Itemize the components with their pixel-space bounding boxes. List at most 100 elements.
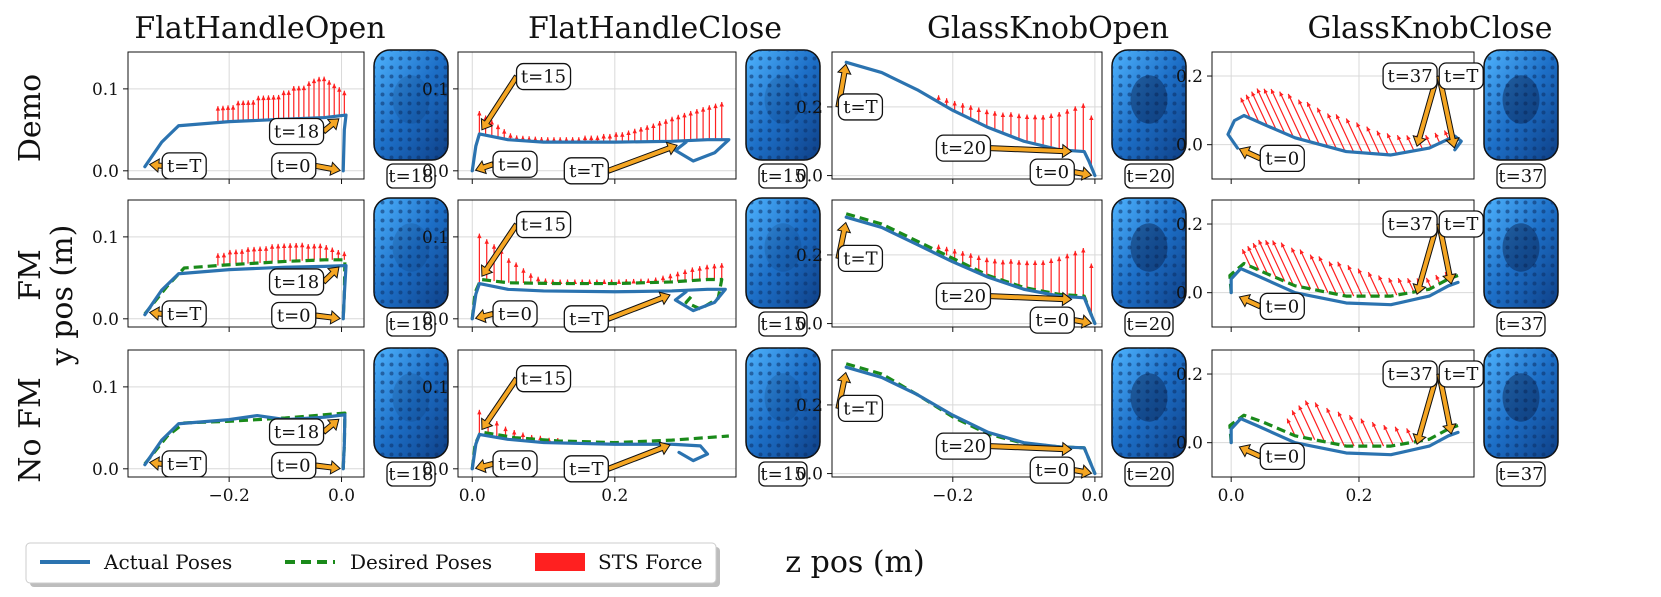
panel-frame: [1211, 51, 1475, 180]
force-arrow-head: [1291, 247, 1296, 253]
annotation-arrow: [606, 291, 671, 322]
force-arrow-head: [651, 123, 656, 129]
annotation-box: [161, 152, 207, 180]
row-label-demo: Demo: [13, 74, 48, 162]
force-arrow: [1265, 239, 1286, 282]
force-arrow-head: [1366, 126, 1371, 132]
annotation-box: [515, 62, 572, 91]
tactile-time-label: t=15: [760, 464, 805, 485]
force-arrow-head: [311, 78, 317, 84]
tactile-image: [1483, 347, 1559, 459]
force-arrow-head: [1347, 265, 1352, 271]
y-tick-label: 0.0: [422, 460, 449, 480]
force-arrow: [1335, 114, 1355, 153]
annotation-arrow: [1238, 294, 1262, 310]
force-arrow-head: [1329, 261, 1333, 267]
annotation-label: t=T: [569, 309, 603, 330]
force-arrow-head: [589, 135, 594, 141]
tactile-image-dots: [746, 198, 820, 308]
annotation-label: t=T: [1444, 214, 1478, 235]
panel-title-glassknobopen: GlassKnobOpen: [927, 11, 1169, 46]
force-arrow-head: [1016, 260, 1022, 265]
annotation-label: t=37: [1387, 66, 1432, 87]
force-arrow-head: [1435, 274, 1440, 280]
force-arrow-head: [1057, 112, 1062, 117]
force-arrow-head: [506, 258, 511, 263]
annotation-box: [492, 300, 538, 328]
force-arrow-head: [1337, 261, 1342, 267]
force-arrow-head: [719, 263, 724, 268]
annotation-box: [271, 451, 317, 480]
force-arrow-head: [512, 430, 517, 435]
force-arrow-head: [221, 252, 227, 258]
y-tick-label: 0.2: [1176, 215, 1203, 235]
force-arrow-head: [1240, 97, 1245, 103]
force-arrow-head: [626, 130, 631, 135]
panel-frame: [831, 349, 1103, 478]
annotation-arrow-shape: [474, 160, 495, 175]
force-arrow-head: [1372, 422, 1377, 428]
actual-pose-line: [143, 413, 347, 471]
annotation-box: [161, 450, 207, 478]
force-arrow-head: [1270, 89, 1275, 95]
force-arrow-head: [668, 273, 673, 279]
force-arrow-head: [513, 262, 519, 267]
annotation-arrow-shape: [480, 74, 520, 131]
force-arrow: [1299, 249, 1320, 291]
force-arrow-head: [491, 244, 497, 249]
force-arrow-head: [1040, 115, 1046, 120]
force-arrow-head: [269, 244, 275, 249]
panel-frame: [127, 51, 365, 180]
desired-pose-line: [845, 212, 1097, 325]
y-tick-label: 0.0: [92, 310, 119, 330]
annotation-label: t=T: [167, 304, 201, 325]
force-arrow: [1298, 405, 1316, 441]
panel-title-glassknobclose: GlassKnobClose: [1308, 11, 1553, 46]
force-arrow-head: [477, 409, 482, 415]
annotation-arrow: [606, 441, 671, 472]
force-arrow-head: [275, 243, 281, 249]
annotation-arrow-shape: [314, 309, 341, 325]
y-tick-label: 0.1: [422, 378, 449, 398]
panel-frame: [1211, 349, 1475, 478]
force-arrow-head: [582, 135, 588, 141]
row-label-fm: FM: [13, 249, 48, 301]
force-arrow-head: [660, 275, 666, 281]
annotation-arrow: [314, 161, 341, 177]
annotation-box: [492, 450, 538, 478]
y-tick-label: 0.1: [92, 228, 119, 248]
tactile-time-box: [758, 163, 808, 189]
desired-pose-line: [1228, 413, 1459, 448]
force-arrow-head: [1048, 113, 1054, 119]
annotation-label: t=T: [1444, 66, 1478, 87]
annotation-arrow: [474, 458, 495, 474]
annotation-arrow-shape: [989, 143, 1073, 159]
force-arrow-head: [697, 266, 702, 271]
force-arrow-head: [1272, 240, 1277, 246]
y-axis-label: y pos (m): [45, 225, 80, 367]
legend-label-actual: Actual Poses: [103, 550, 232, 574]
force-arrow-head: [1253, 243, 1258, 249]
force-arrow-head: [638, 127, 644, 132]
tactile-contact-region: [764, 373, 802, 422]
annotation-arrow-shape: [606, 291, 671, 322]
annotation-arrow-shape: [314, 161, 341, 177]
force-arrow-head: [1032, 260, 1038, 266]
annotation-box: [268, 117, 325, 146]
panel-glassknobopen-1: 0.0 0.2 t=T t=20 t=0 t=20: [796, 197, 1187, 337]
tactile-time-box: [758, 311, 808, 337]
annotation-arrow-shape: [474, 308, 495, 324]
x-axis-label: z pos (m): [785, 545, 924, 580]
force-arrow-head: [1298, 405, 1303, 411]
tactile-time-box: [386, 163, 436, 189]
force-arrow-head: [1338, 411, 1342, 417]
force-arrow-head: [1406, 428, 1411, 434]
force-arrow-head: [1444, 130, 1449, 136]
plot-area: [1228, 400, 1460, 457]
annotation-arrow: [606, 141, 678, 174]
force-arrow-head: [968, 105, 973, 110]
y-tick-label: 0.2: [796, 98, 823, 118]
annotation-arrow: [481, 376, 520, 431]
annotation-arrow-shape: [606, 141, 678, 174]
y-tick-label: 0.1: [422, 228, 449, 248]
